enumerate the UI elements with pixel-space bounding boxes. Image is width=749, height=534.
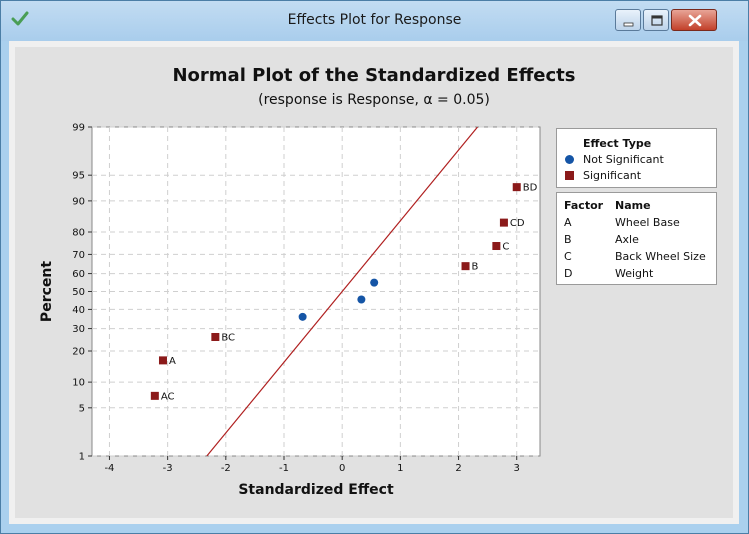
- y-tick-label: 60: [72, 269, 85, 280]
- x-tick-label: 2: [455, 463, 461, 474]
- point-label: CD: [510, 218, 525, 229]
- x-tick-label: 3: [514, 463, 520, 474]
- y-axis-title: Percent: [39, 261, 55, 322]
- close-icon: [688, 14, 702, 27]
- x-tick-label: 0: [339, 463, 345, 474]
- factor-name: Wheel Base: [615, 216, 680, 229]
- point-label: C: [502, 242, 509, 253]
- minimize-button[interactable]: [615, 9, 641, 31]
- y-tick-label: 20: [72, 347, 85, 358]
- data-point: [357, 295, 366, 304]
- y-tick-label: 1: [79, 452, 85, 463]
- y-tick-label: 30: [72, 324, 85, 335]
- minimize-icon: [623, 22, 634, 27]
- data-point: [461, 262, 470, 271]
- factor-header: Factor: [564, 199, 604, 212]
- graph-panel: Normal Plot of the Standardized Effects …: [15, 47, 733, 518]
- legend-item-label: Not Significant: [583, 153, 664, 166]
- point-label: BD: [523, 183, 538, 194]
- data-point: [150, 391, 159, 400]
- y-tick-label: 90: [72, 196, 85, 207]
- factor-name: Axle: [615, 233, 639, 246]
- maximize-icon: [651, 15, 663, 26]
- y-tick-label: 95: [72, 171, 85, 182]
- data-point: [298, 312, 307, 321]
- effect-type-legend: Effect Type Not Significant Significant: [556, 128, 717, 188]
- y-tick-label: 10: [72, 378, 85, 389]
- circle-marker-icon: [565, 155, 574, 164]
- client-area: Normal Plot of the Standardized Effects …: [9, 41, 739, 524]
- y-tick-label: 80: [72, 227, 85, 238]
- reference-line: [206, 127, 478, 456]
- data-point: [499, 218, 508, 227]
- factor-code: D: [564, 267, 573, 280]
- chart-title: Normal Plot of the Standardized Effects: [172, 65, 576, 86]
- factor-name: Back Wheel Size: [615, 250, 706, 263]
- point-label: A: [169, 356, 176, 367]
- data-point: [211, 332, 220, 341]
- title-bar[interactable]: Effects Plot for Response: [1, 1, 748, 41]
- data-point: [370, 278, 379, 287]
- x-tick-label: -2: [221, 463, 231, 474]
- data-point: [492, 242, 501, 251]
- close-button[interactable]: [671, 9, 717, 31]
- x-axis-title: Standardized Effect: [238, 482, 394, 498]
- normal-probability-plot: -4 -3 -2 -1 0 1 2 3 1 5 10 20 30 40 50 60 70 80 90 95 99 AC A B…: [39, 123, 541, 498]
- chart-subtitle: (response is Response, α = 0.05): [258, 92, 490, 108]
- x-tick-label: -3: [163, 463, 173, 474]
- y-tick-label: 5: [79, 403, 85, 414]
- factor-name-table: Factor Name A Wheel Base B Axle C Back W…: [556, 192, 717, 285]
- point-label: AC: [161, 391, 175, 402]
- data-point: [512, 183, 521, 192]
- checkmark-icon: [11, 11, 29, 26]
- window-title: Effects Plot for Response: [287, 12, 462, 28]
- x-tick-label: -1: [279, 463, 289, 474]
- point-label: B: [472, 262, 479, 273]
- x-tick-label: 1: [397, 463, 403, 474]
- y-tick-label: 50: [72, 287, 85, 298]
- factor-code: C: [564, 250, 572, 263]
- square-marker-icon: [565, 171, 574, 180]
- factor-code: B: [564, 233, 572, 246]
- maximize-button[interactable]: [643, 9, 669, 31]
- factor-name: Weight: [615, 267, 654, 280]
- data-point: [158, 356, 167, 365]
- y-tick-label: 70: [72, 250, 85, 261]
- x-tick-label: -4: [104, 463, 114, 474]
- y-tick-label: 99: [72, 123, 85, 134]
- point-label: BC: [221, 332, 235, 343]
- name-header: Name: [615, 199, 651, 212]
- legend-item-label: Significant: [583, 169, 642, 182]
- factor-code: A: [564, 216, 572, 229]
- effect-type-legend-title: Effect Type: [583, 137, 652, 150]
- y-tick-label: 40: [72, 305, 85, 316]
